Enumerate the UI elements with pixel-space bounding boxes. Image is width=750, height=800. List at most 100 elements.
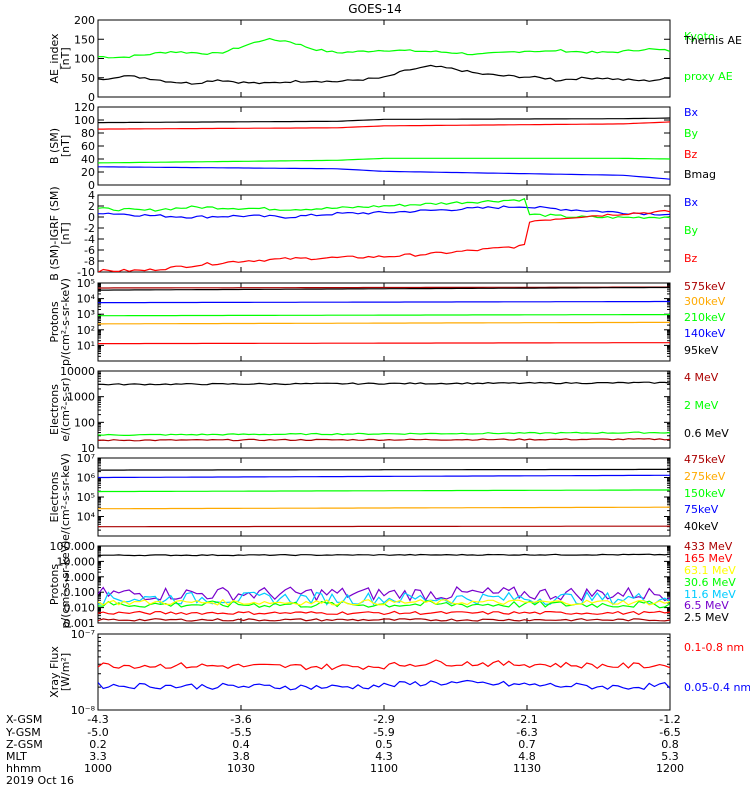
y-tick-label: 10² [77, 324, 95, 337]
series-line-433-mev [98, 618, 670, 622]
series-line-kyoto-proxy-ae [98, 37, 670, 59]
panel-xray: 10⁻⁸ 10⁻⁷ Xray Flux[W/m²] 0.1-0.8 nm 0.05-0.… [48, 628, 750, 717]
series-line-300kev [98, 321, 670, 325]
legend-433-mev: 433 MeV [684, 540, 733, 553]
x-row-label-y-gsm: Y-GSM [5, 726, 41, 739]
legend-bz: Bz [684, 148, 698, 161]
legend-0-05-0-4-nm: 0.05-0.4 nm [684, 681, 750, 694]
panel-frame [97, 545, 671, 624]
y-axis-label: [W/m²] [59, 653, 72, 691]
y-tick-label: 10 [81, 442, 95, 455]
panel-protons-sep: 0.001 0.010 0.100 1.000 10.000 100.000 Protons… [48, 540, 736, 630]
legend-0-1-0-8-nm: 0.1-0.8 nm [684, 641, 744, 654]
legend-2-mev: 2 MeV [684, 399, 719, 412]
y-tick-label: 20 [81, 166, 95, 179]
legend-bx: Bx [684, 196, 699, 209]
legend-6-5-mev: 6.5 MeV [684, 599, 729, 612]
x-row-value: 3.8 [232, 750, 250, 763]
x-row-value: 0.5 [375, 738, 393, 751]
x-row-label-hhmm: hhmm [6, 762, 41, 775]
y-axis-label: e/(cm²-s-sr) [59, 377, 72, 441]
series-line-150kev [98, 489, 670, 493]
legend-kyoto-proxy-ae: Kyoto [684, 30, 715, 43]
y-tick-label: 10⁻⁷ [71, 628, 95, 641]
y-tick-label: 10⁵ [77, 491, 95, 504]
panel-frame [97, 19, 671, 98]
date-label: 2019 Oct 16 [6, 774, 74, 787]
series-line-11-6-mev [98, 591, 670, 606]
legend-bx: Bx [684, 106, 699, 119]
legend-40kev: 40keV [684, 520, 719, 533]
x-row-value: -3.6 [230, 713, 251, 726]
x-row-value: 0.7 [518, 738, 536, 751]
y-tick-label: 200 [74, 14, 95, 27]
x-row-value: -5.0 [87, 726, 108, 739]
y-tick-label: 10⁻⁸ [71, 704, 96, 717]
y-tick-label: 10⁶ [77, 472, 96, 485]
y-tick-label: 0 [88, 179, 95, 192]
x-row-value: -1.2 [659, 713, 680, 726]
series-group [98, 117, 670, 180]
y-tick-label: 1000 [67, 391, 95, 404]
legend-210kev: 210keV [684, 311, 726, 324]
y-tick-label: 4 [88, 189, 95, 202]
series-line-bx [98, 166, 670, 180]
y-tick-label: 0.100 [64, 586, 96, 599]
series-group [98, 659, 670, 691]
y-tick-label: 10⁵ [77, 277, 95, 290]
y-tick-label: 0 [88, 211, 95, 224]
x-row-value: 1130 [513, 762, 541, 775]
legend-575kev: 575keV [684, 280, 726, 293]
y-axis-label: Electrons [48, 384, 61, 435]
y-tick-label: 120 [74, 101, 95, 114]
y-tick-label: 100.000 [50, 540, 96, 553]
y-axis-label: AE_index [48, 33, 61, 84]
legend-475kev: 475keV [684, 453, 726, 466]
x-row-value: 5.3 [661, 750, 679, 763]
x-row-value: 1100 [370, 762, 398, 775]
x-row-label-mlt: MLT [6, 750, 27, 763]
legend-140kev: 140keV [684, 327, 726, 340]
x-axis-table: X-GSM -4.3 -3.6 -2.9 -2.1 -1.2 Y-GSM -5.0 -5.5 -5… [5, 713, 684, 787]
y-axis-label: [nT] [59, 47, 72, 69]
y-tick-label: -6 [84, 244, 95, 257]
y-axis-label: [nT] [59, 222, 72, 244]
y-tick-label: -4 [84, 233, 95, 246]
legend-themis-ae: Themis AE [683, 34, 742, 47]
series-group [98, 37, 670, 85]
series-line-bmag [98, 117, 670, 124]
legend-bz: Bz [684, 252, 698, 265]
y-axis-label: Protons [48, 301, 61, 342]
series-line-4-mev [98, 438, 670, 442]
panel-frame [97, 370, 671, 449]
y-tick-label: 0 [88, 91, 95, 104]
y-tick-label: 100 [74, 416, 95, 429]
x-row-value: 1000 [84, 762, 112, 775]
legend-by: By [684, 224, 699, 237]
x-row-value: 0.4 [232, 738, 250, 751]
series-line-bx [98, 205, 670, 219]
legend-bmag: Bmag [684, 168, 716, 181]
y-tick-label: 10¹ [77, 339, 95, 352]
legend-165-mev: 165 MeV [684, 552, 733, 565]
series-line-themis-ae [98, 64, 670, 85]
series-line-bz [98, 209, 670, 272]
legend-95kev: 95keV [684, 344, 719, 357]
y-axis-label: Protons [48, 564, 61, 605]
y-tick-label: 40 [81, 153, 95, 166]
legend-by: By [684, 127, 699, 140]
y-axis-label: B (SM)-IGRF (SM) [48, 186, 61, 280]
y-tick-label: 0.010 [64, 602, 96, 615]
series-line-2-5-mev [98, 553, 670, 557]
x-row-value: -4.3 [87, 713, 108, 726]
x-row-value: 1200 [656, 762, 684, 775]
legend-4-mev: 4 MeV [684, 371, 719, 384]
series-line-165-mev [98, 610, 670, 616]
x-row-value: 4.3 [375, 750, 393, 763]
series-line-210kev [98, 313, 670, 317]
